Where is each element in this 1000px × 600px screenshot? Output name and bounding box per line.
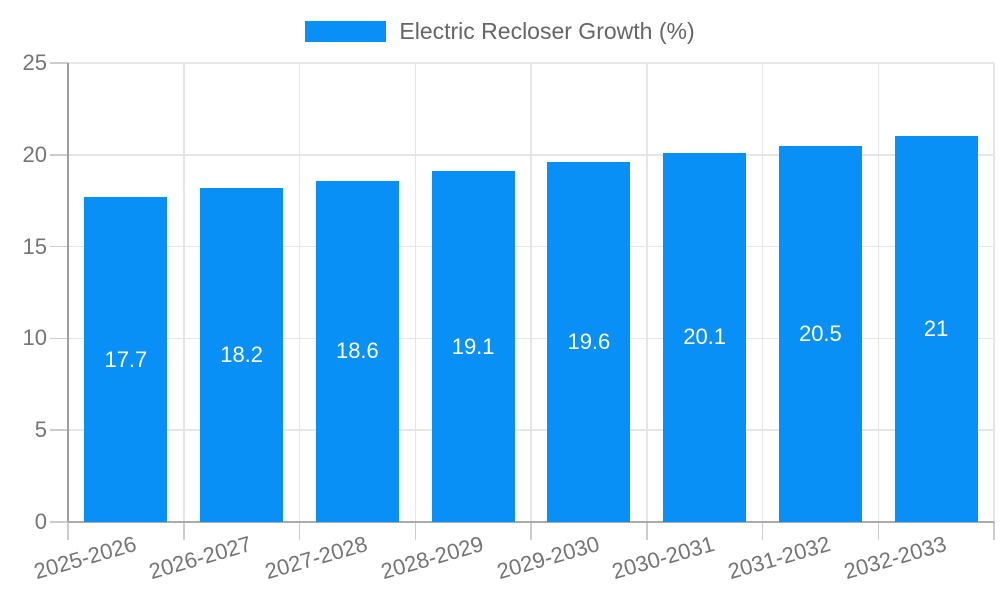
x-axis-tick-label: 2030-2031 — [609, 531, 718, 585]
y-axis-tick — [50, 429, 68, 431]
bar-value-label: 19.6 — [567, 329, 611, 355]
x-axis-tick-label: 2031-2032 — [725, 531, 834, 585]
y-axis-line — [67, 63, 69, 522]
y-axis-tick-label: 20 — [22, 141, 47, 167]
y-axis-tick-label: 15 — [22, 233, 47, 259]
y-axis-tick — [50, 154, 68, 156]
x-gridline — [877, 63, 879, 522]
y-axis-tick-label: 25 — [22, 50, 47, 75]
x-axis-tick — [298, 522, 301, 540]
x-axis-tick-label: 2027-2028 — [262, 531, 371, 585]
bar[interactable] — [663, 152, 747, 522]
x-axis-tick — [67, 522, 69, 540]
y-axis-tick-label: 10 — [22, 325, 47, 351]
bar-value-label: 20.5 — [798, 320, 842, 346]
bar-value-label: 18.2 — [220, 341, 264, 367]
x-axis-tick — [530, 522, 532, 540]
bar-value-label: 19.1 — [451, 333, 495, 359]
bar[interactable] — [894, 136, 978, 522]
bar-value-label: 21 — [923, 316, 949, 342]
x-gridline — [414, 63, 416, 522]
x-gridline — [183, 63, 185, 522]
x-axis-tick — [646, 522, 648, 540]
bar[interactable] — [200, 187, 284, 522]
x-axis-tick-label: 2026-2027 — [146, 531, 255, 585]
y-axis-tick-label: 5 — [34, 417, 47, 443]
x-axis-tick-label: 2025-2026 — [30, 531, 139, 585]
y-axis-tick — [50, 62, 68, 64]
x-gridline — [761, 63, 764, 522]
x-axis-tick-label: 2032-2033 — [840, 531, 950, 585]
x-gridline — [298, 63, 301, 522]
bar[interactable] — [315, 180, 399, 522]
legend[interactable]: Electric Recloser Growth (%) — [0, 18, 1000, 44]
x-gridline — [646, 63, 648, 522]
x-axis-tick — [993, 522, 995, 540]
x-axis-tick-label: 2028-2029 — [377, 531, 487, 585]
bar-value-label: 18.6 — [335, 338, 379, 364]
x-axis-tick — [183, 522, 185, 540]
x-gridline — [993, 63, 995, 522]
x-gridline — [530, 63, 532, 522]
legend-label: Electric Recloser Growth (%) — [399, 18, 695, 44]
x-axis-tick — [877, 522, 879, 540]
x-axis-line — [68, 521, 994, 523]
bar[interactable] — [547, 162, 631, 522]
y-axis-tick — [50, 337, 68, 340]
bar-value-label: 20.1 — [683, 324, 727, 350]
x-axis-tick — [761, 522, 764, 540]
x-axis-tick — [414, 522, 416, 540]
x-axis-tick-label: 2029-2030 — [493, 531, 602, 585]
y-axis-tick-label: 0 — [34, 509, 47, 534]
legend-color-swatch — [305, 20, 387, 42]
bar-value-label: 17.7 — [104, 346, 148, 372]
bar[interactable] — [778, 145, 862, 522]
bar[interactable] — [84, 197, 168, 522]
y-axis-tick — [50, 521, 68, 523]
bar[interactable] — [431, 171, 515, 522]
y-axis-tick — [50, 245, 68, 248]
